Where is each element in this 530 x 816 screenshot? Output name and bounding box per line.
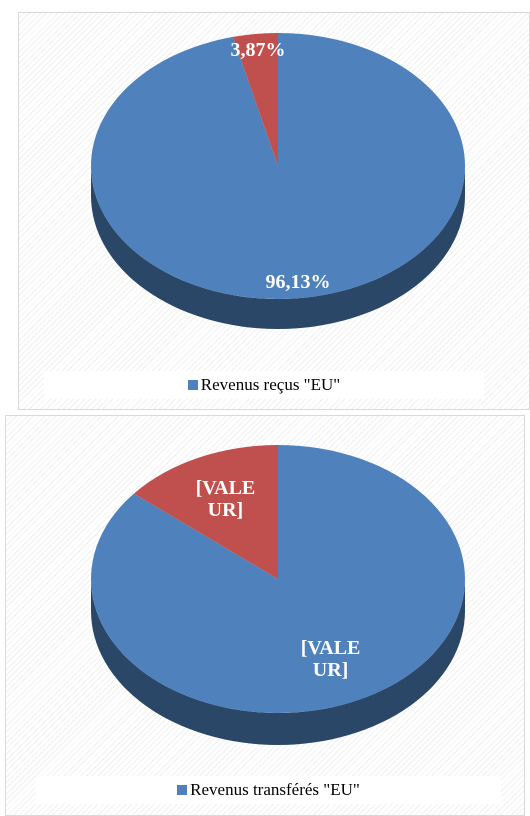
legend-swatch (187, 380, 198, 390)
chart-panel: 96,13% 3,87% Revenus reçus "EU" (18, 12, 530, 410)
data-label: 96,13% (265, 271, 331, 294)
legend-label: Revenus transférés "EU" (190, 780, 360, 799)
data-label: 3,87% (230, 38, 286, 61)
legend-swatch (177, 785, 188, 795)
legend-label: Revenus reçus "EU" (200, 375, 341, 394)
slice-side (91, 166, 465, 329)
chart (90, 445, 465, 745)
data-label: [VALEUR] (300, 637, 361, 682)
pie-slice (90, 445, 465, 713)
legend: Revenus transférés "EU" (36, 776, 501, 804)
chart-panel: [VALEUR] [VALEUR] Revenus transférés "EU" (5, 415, 525, 816)
slice-side (91, 579, 465, 745)
legend: Revenus reçus "EU" (44, 371, 484, 399)
pie-slice (133, 445, 278, 579)
data-label: [VALEUR] (195, 476, 256, 521)
chart (90, 33, 465, 329)
pie-slice (232, 33, 278, 166)
